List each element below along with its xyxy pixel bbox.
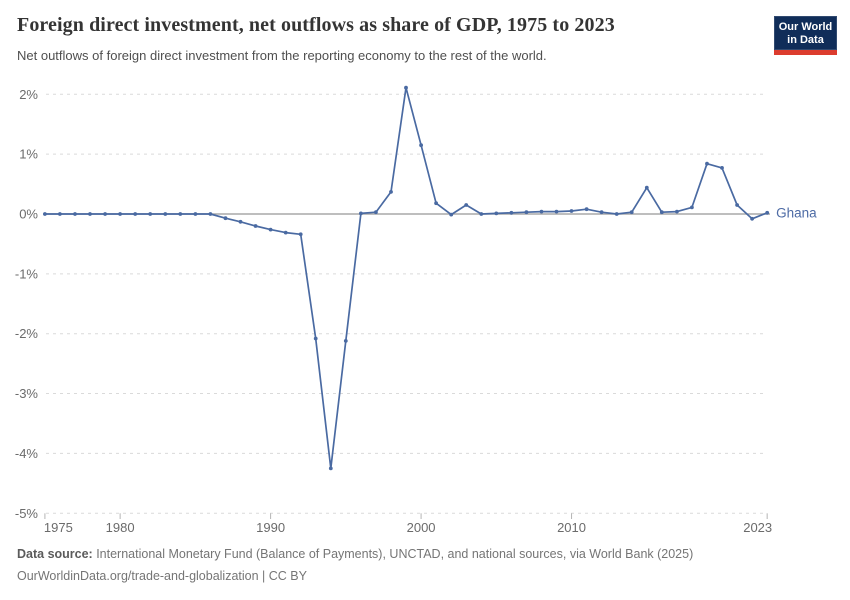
owid-logo-red-bar	[774, 50, 837, 55]
y-tick-label: -3%	[15, 386, 39, 401]
x-tick-label: 1990	[256, 520, 285, 535]
y-tick-label: -1%	[15, 266, 39, 281]
data-point	[313, 336, 318, 341]
data-point	[494, 211, 499, 216]
line-chart-container[interactable]: 2% 1% 0% -1% -2% -3% -4% -5% 1975 1980 1990 2000 201…	[0, 72, 850, 547]
y-tick-label: 2%	[19, 87, 38, 102]
data-point	[404, 85, 408, 90]
fdi-line-chart[interactable]: 2% 1% 0% -1% -2% -3% -4% -5% 1975 1980 1990 2000 201…	[0, 72, 850, 547]
data-point	[88, 212, 92, 216]
data-point	[298, 232, 303, 237]
data-point	[644, 185, 649, 190]
data-point	[659, 210, 664, 215]
data-point	[509, 210, 514, 215]
data-point	[268, 227, 273, 232]
x-tick-label: 1975	[44, 520, 73, 535]
data-point	[359, 211, 363, 216]
data-line-ghana	[44, 86, 769, 470]
data-point	[569, 209, 574, 213]
data-point	[675, 209, 679, 214]
data-point	[238, 219, 243, 224]
data-point	[253, 224, 258, 228]
data-point	[539, 209, 544, 214]
data-point	[328, 466, 333, 471]
data-source-label: Data source:	[17, 547, 93, 561]
owid-logo-text-line2: in Data	[787, 33, 824, 46]
data-point	[584, 207, 589, 212]
license-line[interactable]: OurWorldinData.org/trade-and-globalizati…	[17, 569, 307, 583]
x-tick-label: 2023	[743, 520, 772, 535]
data-point	[118, 212, 122, 216]
chart-subtitle: Net outflows of foreign direct investmen…	[17, 48, 547, 63]
y-tick-label: -2%	[15, 326, 39, 341]
data-point	[103, 212, 107, 216]
data-point	[464, 203, 469, 207]
data-point	[193, 212, 198, 216]
data-source-text: International Monetary Fund (Balance of …	[92, 547, 694, 561]
x-tick-label: 1980	[106, 520, 135, 535]
data-point	[614, 212, 619, 216]
data-point	[133, 212, 138, 216]
data-point	[750, 216, 754, 221]
data-point	[735, 203, 739, 207]
data-point	[690, 205, 694, 210]
y-tick-label: -5%	[15, 506, 39, 521]
owid-logo-text-line1: Our World	[778, 21, 833, 33]
data-point	[374, 210, 378, 215]
series-end-label-ghana: Ghana	[776, 205, 817, 220]
data-point	[73, 212, 77, 216]
y-tick-label: 0%	[19, 207, 38, 222]
data-source-line: Data source: International Monetary Fund…	[17, 543, 837, 565]
x-tick-label: 2000	[407, 520, 436, 535]
data-point	[223, 216, 228, 221]
data-point	[178, 212, 183, 216]
y-tick-label: -4%	[15, 446, 39, 461]
data-point	[705, 161, 709, 166]
owid-logo[interactable]: Our World in Data	[774, 16, 837, 55]
data-point	[599, 210, 604, 215]
data-point	[283, 230, 288, 235]
data-point	[343, 339, 348, 343]
data-point	[479, 212, 484, 216]
data-point	[629, 210, 634, 215]
y-tick-label: 1%	[19, 147, 38, 162]
data-point	[449, 212, 454, 217]
data-point	[720, 166, 724, 170]
data-point	[389, 190, 393, 194]
owid-logo-box: Our World in Data	[774, 16, 837, 50]
data-point	[58, 212, 62, 216]
data-point	[765, 210, 770, 215]
chart-footer: Data source: International Monetary Fund…	[17, 543, 837, 587]
data-point	[419, 143, 423, 148]
data-point	[524, 210, 529, 215]
data-point	[208, 212, 213, 216]
data-point	[434, 201, 438, 206]
x-tick-label: 2010	[557, 520, 586, 535]
data-point	[163, 212, 168, 216]
data-point	[148, 212, 153, 216]
chart-title: Foreign direct investment, net outflows …	[17, 14, 615, 36]
data-point	[554, 209, 559, 214]
data-point	[43, 212, 47, 216]
